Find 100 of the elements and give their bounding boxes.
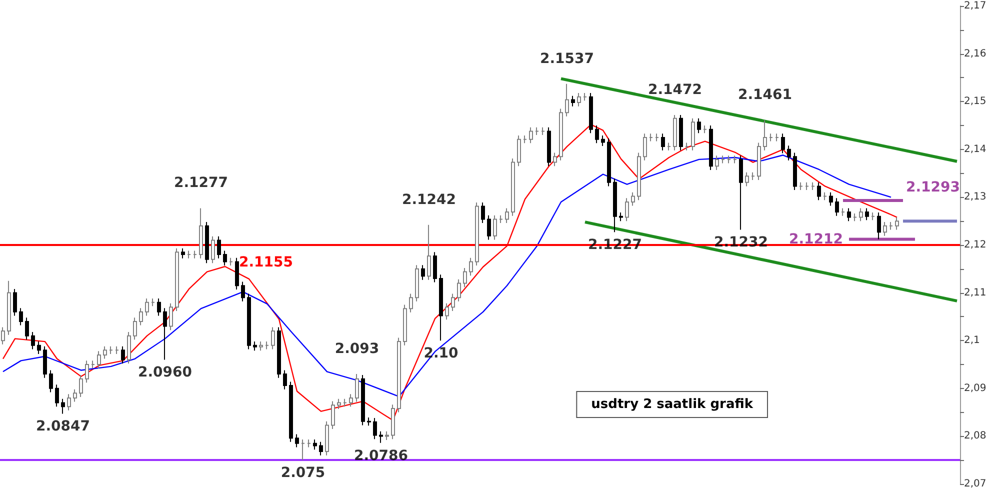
candlestick [523, 135, 527, 144]
candlestick [793, 152, 797, 191]
candlestick [847, 208, 851, 222]
y-tick-label: 2,16 [964, 48, 986, 60]
candlestick [871, 212, 875, 221]
candlestick [547, 126, 551, 167]
candlestick [7, 280, 11, 336]
candlestick [763, 120, 767, 151]
candlestick [331, 400, 335, 430]
candlestick [175, 248, 179, 312]
candlestick [85, 360, 89, 384]
candlestick [571, 95, 575, 107]
candlestick [421, 264, 425, 280]
candlestick [241, 281, 245, 302]
candlestick [343, 398, 347, 408]
y-tick-label: 2,12 [964, 240, 986, 250]
candlestick [361, 374, 365, 426]
candlestick [259, 341, 263, 352]
candlestick [19, 308, 23, 326]
candlestick [325, 420, 329, 456]
candlestick [427, 224, 431, 280]
candlestick [49, 370, 53, 393]
candlestick [433, 252, 437, 283]
candlestick [265, 341, 269, 350]
text: 2.1242 [402, 192, 456, 208]
candlestick [61, 398, 65, 414]
candlestick [661, 133, 665, 151]
candlestick [559, 108, 563, 161]
candlestick [367, 417, 371, 426]
candlestick [613, 178, 617, 233]
candlestick [13, 288, 17, 316]
candlestick [649, 133, 653, 142]
candlestick [577, 92, 581, 107]
candlestick [451, 293, 455, 312]
candlestick [631, 192, 635, 206]
candlestick [211, 236, 215, 264]
candlestick [829, 192, 833, 206]
candlestick [595, 125, 599, 144]
candlestick [601, 135, 605, 147]
candlestick [499, 214, 503, 224]
candlestick [643, 133, 647, 161]
candlestick [103, 346, 107, 360]
candlestick [397, 337, 401, 413]
text: 2.1537 [540, 50, 594, 67]
candlestick [733, 155, 737, 164]
candlestick [877, 212, 881, 240]
candlestick [373, 418, 377, 440]
y-tick-label: 2,11 [964, 287, 986, 298]
candlestick [709, 125, 713, 170]
candlestick [607, 138, 611, 187]
candlestick [445, 302, 449, 320]
candlestick [541, 126, 545, 136]
candlestick [307, 439, 311, 448]
text: 2.0960 [138, 364, 192, 381]
candlestick [835, 198, 839, 216]
candlestick [91, 360, 95, 369]
candlestick [193, 250, 197, 259]
candlestick [691, 118, 695, 151]
text: 2.1277 [174, 175, 228, 192]
candlestick [697, 118, 701, 134]
candlestick [859, 208, 863, 222]
candlestick [295, 434, 299, 448]
line-series [2, 154, 892, 398]
candlestick [469, 257, 473, 276]
candlestick [253, 341, 257, 352]
candlestick [337, 398, 341, 410]
candlestick [589, 92, 593, 134]
candlestick [865, 208, 869, 221]
candlestick [205, 222, 209, 264]
y-tick-label: 2,07 [964, 478, 986, 490]
candlestick [145, 298, 149, 316]
candlestick [121, 346, 125, 364]
candlestick [277, 326, 281, 378]
candlestick [223, 250, 227, 266]
candlestick [457, 278, 461, 302]
candlestick [403, 304, 407, 346]
candlestick [73, 388, 77, 402]
candlestick [739, 155, 743, 230]
candlestick [115, 346, 119, 354]
candlestick [703, 125, 707, 134]
candlestick [169, 302, 173, 331]
candlestick [781, 133, 785, 154]
candlestick [199, 208, 203, 259]
y-tick-label: 2,1 [964, 335, 980, 346]
candlestick [811, 182, 815, 191]
text: 2.075 [280, 465, 326, 482]
candlestick [181, 248, 185, 259]
text: 2.093 [334, 341, 380, 358]
candlestick [301, 439, 305, 461]
candlestick [787, 145, 791, 161]
candlestick [283, 370, 287, 390]
data-label: 2.1293 [906, 180, 960, 196]
candlestick [505, 208, 509, 224]
candlestick [31, 331, 35, 350]
candlestick [751, 172, 755, 180]
candlestick [775, 133, 779, 142]
candlestick [475, 202, 479, 266]
candlestick [553, 152, 557, 167]
candlestick [493, 214, 497, 240]
candlestick [535, 126, 539, 136]
